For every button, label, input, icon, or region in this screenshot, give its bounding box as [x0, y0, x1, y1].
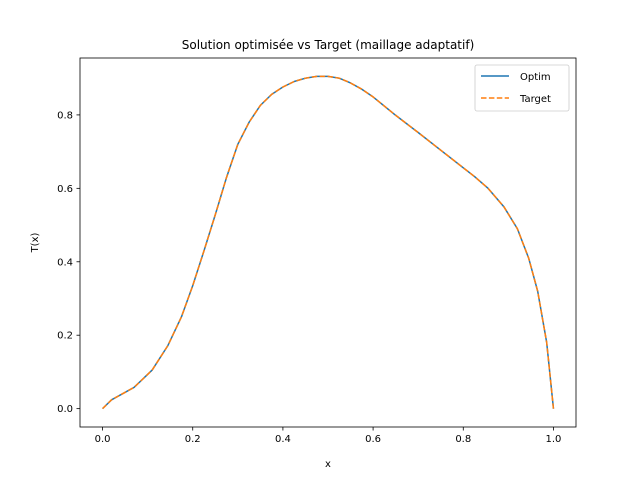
- y-tick-label: 0.2: [57, 331, 73, 342]
- x-tick-label: 0.0: [95, 434, 111, 445]
- x-axis-label: x: [325, 459, 331, 470]
- y-tick-label: 0.8: [57, 110, 73, 121]
- y-tick-label: 0.6: [57, 184, 73, 195]
- axes-layer: [79, 57, 577, 428]
- series-line-target: [102, 75, 555, 410]
- y-ticks: 0.0 0.2 0.4 0.6 0.8: [57, 110, 80, 415]
- y-tick-label: 0.0: [57, 404, 73, 415]
- series-line-optim: [102, 75, 555, 410]
- plot-area-frame: [79, 57, 577, 428]
- legend-label-target: Target: [519, 94, 551, 105]
- y-tick-label: 0.4: [57, 257, 73, 268]
- x-tick-label: 0.4: [275, 434, 291, 445]
- chart-title: Solution optimisée vs Target (maillage a…: [182, 38, 475, 52]
- legend-label-optim: Optim: [520, 72, 551, 83]
- y-axis-label: T(x): [30, 232, 41, 253]
- x-tick-label: 1.0: [546, 434, 562, 445]
- series-layer: [102, 75, 555, 410]
- x-tick-label: 0.6: [365, 434, 381, 445]
- x-tick-label: 0.8: [455, 434, 471, 445]
- legend: Optim Target: [474, 64, 570, 112]
- x-ticks: 0.0 0.2 0.4 0.6 0.8 1.0: [95, 427, 562, 445]
- x-tick-label: 0.2: [185, 434, 201, 445]
